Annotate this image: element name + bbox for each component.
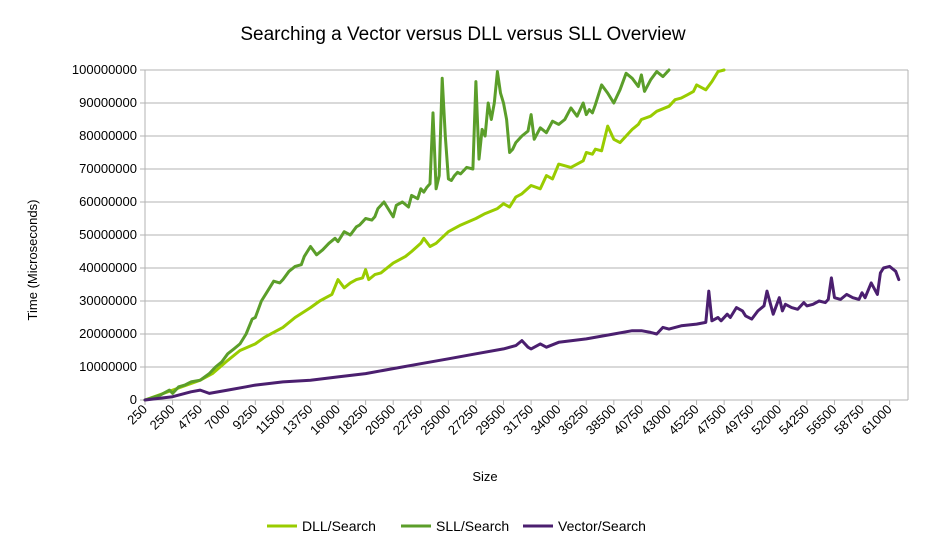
legend: DLL/Search SLL/Search Vector/Search bbox=[267, 518, 646, 534]
y-tick-label: 50000000 bbox=[79, 227, 137, 242]
series-line-dll-search bbox=[143, 68, 726, 402]
y-tick-label: 10000000 bbox=[79, 359, 137, 374]
x-tick-label: 47500 bbox=[693, 402, 729, 438]
x-tick-label: 16000 bbox=[307, 402, 343, 438]
x-tick-label: 250 bbox=[124, 402, 150, 428]
x-tick-label: 4750 bbox=[174, 402, 205, 433]
x-axis-ticks: 2502500475070009250115001375016000182502… bbox=[124, 400, 895, 438]
legend-entry: SLL/Search bbox=[436, 518, 509, 534]
x-tick-label: 49750 bbox=[721, 402, 757, 438]
grid bbox=[140, 69, 909, 401]
x-tick-label: 36250 bbox=[555, 402, 591, 438]
x-tick-label: 29500 bbox=[472, 402, 508, 438]
x-tick-label: 34000 bbox=[528, 402, 564, 438]
y-tick-label: 60000000 bbox=[79, 194, 137, 209]
y-tick-label: 0 bbox=[130, 392, 137, 407]
x-tick-label: 7000 bbox=[202, 402, 233, 433]
x-tick-label: 20500 bbox=[362, 402, 398, 438]
x-tick-label: 43000 bbox=[638, 402, 674, 438]
legend-entry: DLL/Search bbox=[302, 518, 376, 534]
x-tick-label: 2500 bbox=[147, 402, 178, 433]
series-line-sll-search bbox=[143, 68, 671, 402]
y-tick-label: 70000000 bbox=[79, 161, 137, 176]
x-tick-label: 52000 bbox=[748, 402, 784, 438]
y-tick-label: 80000000 bbox=[79, 128, 137, 143]
x-tick-label: 38500 bbox=[583, 402, 619, 438]
legend-entry: Vector/Search bbox=[558, 518, 646, 534]
y-axis-ticks: 0 10000000 20000000 30000000 40000000 5000000… bbox=[72, 62, 137, 407]
y-tick-label: 90000000 bbox=[79, 95, 137, 110]
series-group bbox=[143, 68, 901, 402]
x-tick-label: 40750 bbox=[610, 402, 646, 438]
y-axis-label: Time (Microseconds) bbox=[25, 200, 40, 321]
y-tick-label: 100000000 bbox=[72, 62, 137, 77]
x-tick-label: 45250 bbox=[666, 402, 702, 438]
x-tick-label: 31750 bbox=[500, 402, 536, 438]
y-tick-label: 30000000 bbox=[79, 293, 137, 308]
x-tick-label: 56500 bbox=[803, 402, 839, 438]
y-tick-label: 20000000 bbox=[79, 326, 137, 341]
x-tick-label: 22750 bbox=[390, 402, 426, 438]
x-tick-label: 61000 bbox=[859, 402, 895, 438]
x-tick-label: 58750 bbox=[831, 402, 867, 438]
x-tick-label: 18250 bbox=[335, 402, 371, 438]
chart-title: Searching a Vector versus DLL versus SLL… bbox=[240, 24, 686, 45]
x-tick-label: 54250 bbox=[776, 402, 812, 438]
series-line-vector-search bbox=[143, 264, 901, 402]
x-tick-label: 27250 bbox=[445, 402, 481, 438]
y-tick-label: 40000000 bbox=[79, 260, 137, 275]
x-tick-label: 13750 bbox=[279, 402, 315, 438]
x-axis-label: Size bbox=[472, 469, 497, 484]
x-tick-label: 25000 bbox=[417, 402, 453, 438]
